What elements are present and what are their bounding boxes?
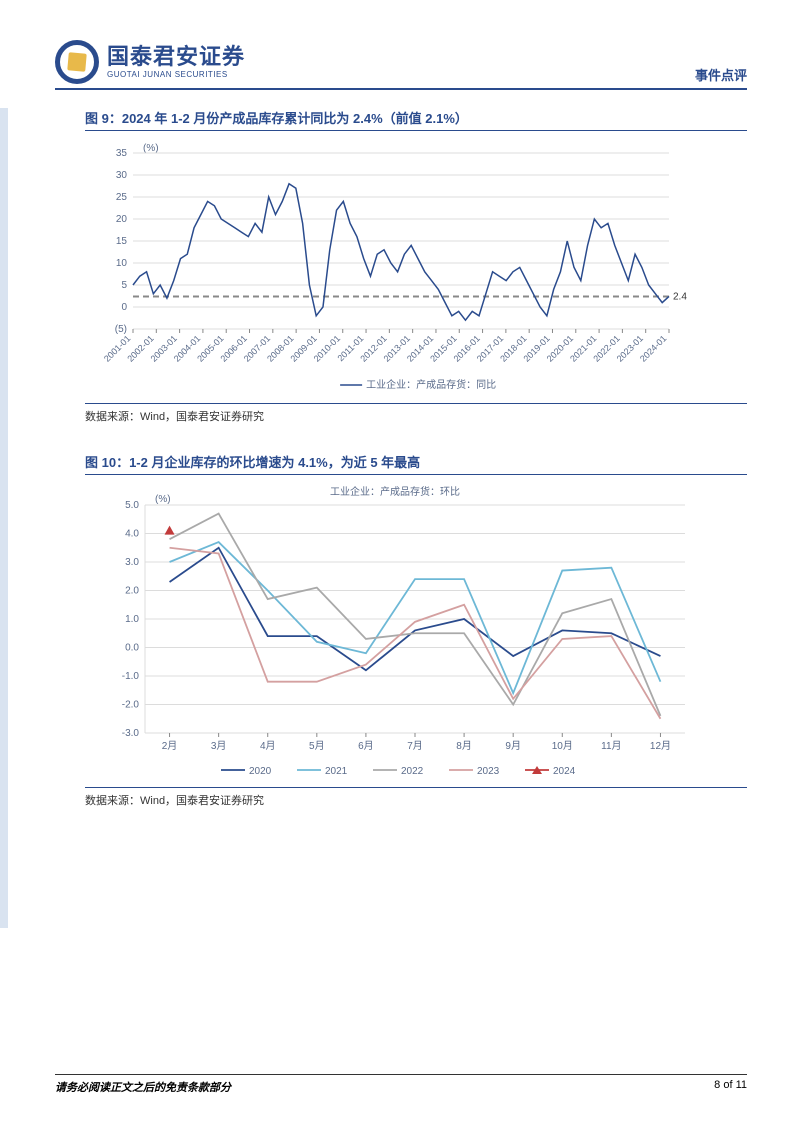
svg-text:5: 5 [121,280,127,291]
svg-text:10: 10 [116,258,128,269]
svg-text:5.0: 5.0 [125,500,139,511]
chart10-svg: 工业企业：产成品存货：环比 (%) -3.0 -2.0 -1.0 0.0 1.0 2.0 3.0… [85,483,705,783]
svg-text:2.4: 2.4 [673,291,687,302]
svg-text:2023: 2023 [477,766,500,777]
svg-text:5月: 5月 [309,740,325,752]
page-header: 国泰君安证券 GUOTAI JUNAN SECURITIES 事件点评 [55,40,747,90]
page: 国泰君安证券 GUOTAI JUNAN SECURITIES 事件点评 图 9：… [0,0,802,1133]
chart10-title: 图 10：1-2 月企业库存的环比增速为 4.1%，为近 5 年最高 [85,452,747,475]
svg-text:4月: 4月 [260,740,276,752]
svg-text:2021: 2021 [325,766,348,777]
svg-text:2月: 2月 [162,740,178,752]
main-content: 图 9：2024 年 1-2 月份产成品库存累计同比为 2.4%（前值 2.1%… [85,108,747,808]
company-name-en: GUOTAI JUNAN SECURITIES [107,70,245,79]
logo-icon [55,40,99,84]
svg-text:25: 25 [116,192,128,203]
svg-text:30: 30 [116,170,128,181]
page-footer: 请务必阅读正文之后的免责条款部分 8 of 11 [55,1074,747,1095]
svg-text:3.0: 3.0 [125,557,139,568]
svg-text:2022: 2022 [401,766,424,777]
footer-page: 8 of 11 [714,1079,747,1095]
svg-text:-3.0: -3.0 [122,728,140,739]
svg-text:3月: 3月 [211,740,227,752]
side-decor-stripe [0,108,8,928]
svg-text:8月: 8月 [456,740,472,752]
chart9-title: 图 9：2024 年 1-2 月份产成品库存累计同比为 2.4%（前值 2.1%… [85,108,747,131]
svg-text:10月: 10月 [552,740,573,752]
svg-text:1.0: 1.0 [125,614,139,625]
svg-text:0.0: 0.0 [125,643,139,654]
chart10-source: 数据来源：Wind，国泰君安证券研究 [85,792,747,808]
svg-text:4.0: 4.0 [125,529,139,540]
svg-text:6月: 6月 [358,740,374,752]
svg-text:工业企业：产成品存货：环比: 工业企业：产成品存货：环比 [330,485,460,498]
svg-text:11月: 11月 [601,740,621,752]
svg-text:2.0: 2.0 [125,586,139,597]
svg-text:20: 20 [116,214,128,225]
svg-text:工业企业：产成品存货：同比: 工业企业：产成品存货：同比 [366,378,496,391]
svg-text:15: 15 [116,236,128,247]
svg-text:9月: 9月 [505,740,521,752]
document-tag: 事件点评 [695,65,747,84]
svg-text:-1.0: -1.0 [122,671,140,682]
chart10-container: 工业企业：产成品存货：环比 (%) -3.0 -2.0 -1.0 0.0 1.0 2.0 3.0… [85,483,747,788]
company-logo: 国泰君安证券 GUOTAI JUNAN SECURITIES [55,40,245,84]
svg-text:2024: 2024 [553,766,576,777]
svg-text:0: 0 [121,302,127,313]
svg-text:(%): (%) [143,143,159,154]
company-name-cn: 国泰君安证券 [107,45,245,69]
svg-text:12月: 12月 [650,740,671,752]
chart9-svg: (%)(5)051015202530352001-012002-012003-0… [85,139,705,399]
svg-text:7月: 7月 [407,740,423,752]
footer-disclaimer: 请务必阅读正文之后的免责条款部分 [55,1079,231,1095]
svg-text:2020: 2020 [249,766,272,777]
svg-text:-2.0: -2.0 [122,700,140,711]
svg-text:35: 35 [116,148,128,159]
chart9-source: 数据来源：Wind，国泰君安证券研究 [85,408,747,424]
svg-text:(%): (%) [155,494,171,505]
chart9-container: (%)(5)051015202530352001-012002-012003-0… [85,139,747,404]
